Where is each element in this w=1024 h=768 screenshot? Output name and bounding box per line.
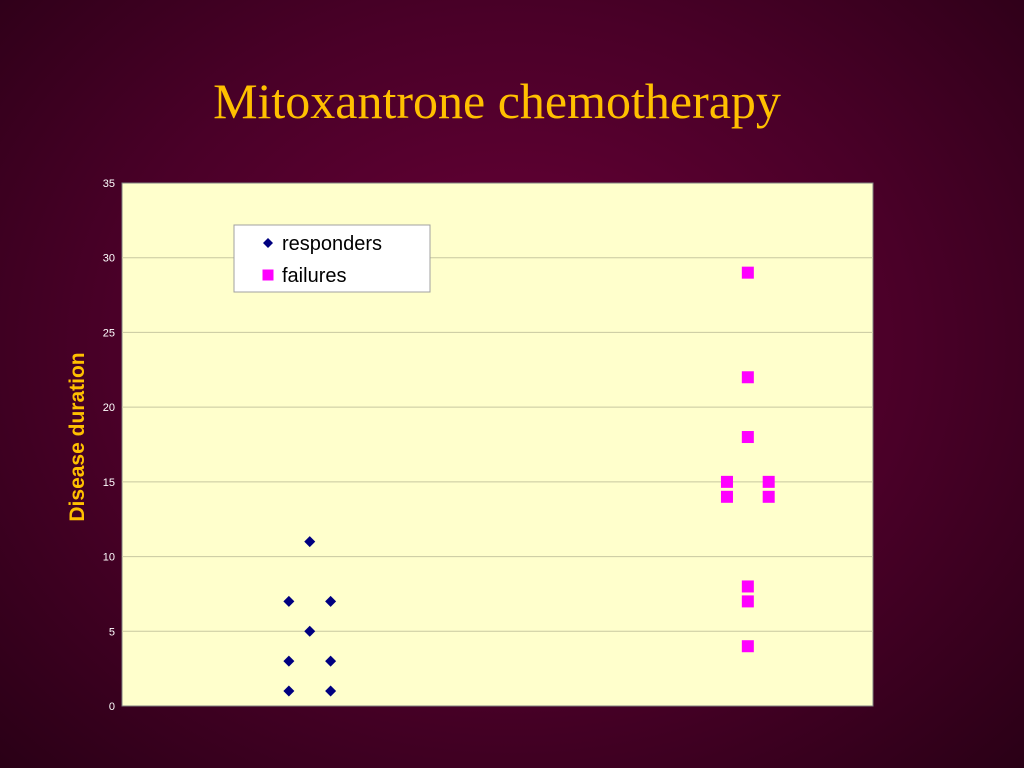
series-failures <box>720 266 775 653</box>
data-point-square <box>720 475 733 488</box>
data-point-square <box>741 595 754 608</box>
data-point-square <box>741 640 754 653</box>
y-tick-label: 25 <box>103 327 115 339</box>
y-axis-ticks: 0 5 10 15 20 25 30 35 <box>103 178 115 713</box>
data-point-diamond <box>263 238 273 248</box>
data-point-diamond <box>304 536 316 548</box>
legend-item-responders: responders <box>263 233 382 255</box>
data-point-diamond <box>283 595 295 607</box>
data-point-square <box>762 475 775 488</box>
y-tick-label: 30 <box>103 253 115 265</box>
data-point-diamond <box>325 685 337 697</box>
data-point-diamond <box>304 625 316 637</box>
data-point-square <box>262 269 274 281</box>
data-point-square <box>741 371 754 384</box>
legend: responders failures <box>233 224 431 293</box>
y-tick-label: 15 <box>103 477 115 489</box>
data-point-diamond <box>325 655 337 667</box>
y-axis-label: Disease duration <box>66 352 89 521</box>
legend-item-failures: failures <box>262 265 346 287</box>
data-point-diamond <box>325 595 337 607</box>
series-responders <box>283 536 337 697</box>
slide-title: Mitoxantrone chemotherapy <box>213 73 781 129</box>
data-point-square <box>741 580 754 593</box>
data-point-square <box>741 431 754 444</box>
data-point-diamond <box>283 685 295 697</box>
legend-label: responders <box>282 233 382 255</box>
y-tick-label: 5 <box>109 626 115 638</box>
data-point-square <box>741 266 754 279</box>
data-point-square <box>762 490 775 503</box>
legend-box <box>233 224 431 293</box>
y-tick-label: 35 <box>103 178 115 190</box>
legend-entries: responders failures <box>262 233 382 287</box>
y-tick-label: 10 <box>103 552 115 564</box>
data-point-square <box>720 490 733 503</box>
data-points <box>283 266 775 697</box>
data-point-diamond <box>283 655 295 667</box>
y-tick-label: 0 <box>109 701 115 713</box>
y-tick-label: 20 <box>103 402 115 414</box>
legend-label: failures <box>282 265 346 287</box>
